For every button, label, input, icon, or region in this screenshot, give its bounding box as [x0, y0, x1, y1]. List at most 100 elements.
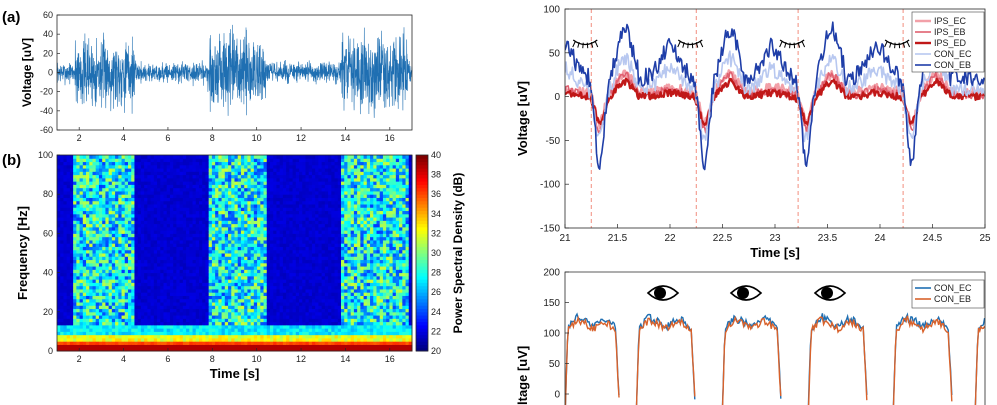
x-tick-label-c: 23 — [769, 233, 781, 244]
series-line-CON_EB — [565, 21, 985, 171]
legend-entry: CON_EC — [934, 283, 972, 293]
y-tick-label-a: 0 — [48, 68, 53, 78]
y-tick-label-a: -20 — [40, 87, 53, 97]
y-tick-label-c: -100 — [540, 180, 560, 191]
colorbar-tick-label: 40 — [431, 150, 441, 160]
x-tick-label-a: 2 — [77, 133, 82, 143]
colorbar-tick-label: 30 — [431, 248, 441, 258]
colorbar-tick-label: 36 — [431, 189, 441, 199]
y-tick-label-d: 50 — [549, 359, 561, 370]
axes-frame-b — [56, 154, 413, 352]
legend-entry: CON_EB — [934, 60, 971, 70]
closed-eye-icon — [884, 39, 911, 49]
panel-label-b: (b) — [2, 152, 21, 169]
x-tick-label-c: 22.5 — [713, 233, 733, 244]
x-tick-label-b: 16 — [385, 354, 395, 364]
y-tick-label-b: 60 — [43, 228, 53, 238]
colorbar-label: Power Spectral Density (dB) — [451, 173, 465, 334]
chart-c: 21 21.5 22 22.5 23 23.5 24 24.5 25 -150 -100 -50 0 50… — [515, 5, 991, 261]
open-eye-icon — [729, 285, 763, 301]
y-tick-label-c: 50 — [549, 48, 561, 59]
legend-entry: IPS_EB — [934, 27, 966, 37]
x-tick-label-a: 14 — [340, 133, 350, 143]
colorbar-tick-label: 28 — [431, 268, 441, 278]
legend-entry: CON_EC — [934, 49, 972, 59]
y-tick-label-a: -60 — [40, 125, 53, 135]
closed-eye-icon — [779, 39, 806, 49]
y-axis-label-d: ltage [uV] — [515, 346, 530, 405]
y-tick-label-b: 20 — [43, 307, 53, 317]
y-tick-label-b: 100 — [38, 150, 53, 160]
y-tick-label-c: 0 — [554, 92, 560, 103]
x-tick-label-c: 25 — [979, 233, 991, 244]
y-tick-label-a: 60 — [43, 10, 53, 20]
colorbar: 20 22 24 26 28 30 32 34 36 38 40 Power Spectral Den… — [415, 150, 465, 356]
x-tick-label-c: 21 — [559, 233, 571, 244]
legend-entry: CON_EB — [934, 294, 971, 304]
x-tick-label-b: 6 — [165, 354, 170, 364]
closed-eye-icon — [572, 39, 599, 49]
y-axis-label-b: Frequency [Hz] — [15, 206, 30, 300]
x-tick-label-b: 8 — [210, 354, 215, 364]
y-tick-label-d: 0 — [554, 390, 560, 401]
x-tick-label-a: 6 — [165, 133, 170, 143]
colorbar-tick-label: 20 — [431, 346, 441, 356]
y-tick-label-c: 100 — [543, 5, 560, 16]
x-tick-label-c: 24.5 — [923, 233, 943, 244]
x-tick-label-a: 8 — [210, 133, 215, 143]
y-tick-label-d: 100 — [543, 329, 560, 340]
x-tick-label-a: 16 — [385, 133, 395, 143]
series-group-c — [565, 21, 985, 171]
colorbar-tick-label: 38 — [431, 170, 441, 180]
x-tick-label-c: 22 — [664, 233, 676, 244]
colorbar-tick-label: 26 — [431, 287, 441, 297]
open-eye-icon — [813, 285, 847, 301]
chart-a: 2 4 6 8 10 12 14 16 -60 -40 -20 0 20 40 60 Voltage [uV] — [20, 10, 413, 143]
x-tick-label-a: 4 — [121, 133, 126, 143]
colorbar-tick-label: 22 — [431, 326, 441, 336]
series-line-CON_EC — [565, 50, 985, 143]
x-tick-label-c: 23.5 — [818, 233, 838, 244]
series-line-IPS_ED — [565, 77, 985, 126]
x-tick-label-b: 12 — [296, 354, 306, 364]
legend-box-d — [911, 279, 985, 309]
y-axis-label-a: Voltage [uV] — [20, 38, 34, 107]
y-tick-label-a: 20 — [43, 48, 53, 58]
x-tick-label-a: 10 — [252, 133, 262, 143]
colorbar-tick-label: 24 — [431, 307, 441, 317]
x-tick-label-b: 10 — [252, 354, 262, 364]
series-group-d — [565, 312, 985, 405]
colorbar-tick-label: 34 — [431, 209, 441, 219]
legend-entry: IPS_ED — [934, 38, 967, 48]
y-tick-label-a: -40 — [40, 106, 53, 116]
y-tick-label-d: 150 — [543, 298, 560, 309]
x-tick-label-b: 2 — [77, 354, 82, 364]
y-tick-label-c: -150 — [540, 224, 560, 235]
heatmap-cells — [57, 155, 413, 352]
colorbar-frame — [415, 154, 429, 352]
y-tick-label-c: -50 — [546, 136, 561, 147]
x-tick-label-b: 4 — [121, 354, 126, 364]
y-tick-label-d: 200 — [543, 268, 560, 279]
axes-frame-d — [564, 271, 986, 405]
x-axis-label-b: Time [s] — [210, 366, 260, 381]
panel-label-a: (a) — [2, 9, 20, 26]
legend-entry: IPS_EC — [934, 16, 967, 26]
y-tick-label-b: 40 — [43, 268, 53, 278]
y-axis-label-c: Voltage [uV] — [515, 81, 530, 156]
closed-eye-icon — [677, 39, 704, 49]
x-tick-label-b: 14 — [340, 354, 350, 364]
x-tick-label-c: 24 — [874, 233, 886, 244]
x-tick-label-c: 21.5 — [608, 233, 628, 244]
x-tick-label-a: 12 — [296, 133, 306, 143]
y-tick-label-b: 80 — [43, 189, 53, 199]
y-tick-label-b: 0 — [48, 346, 53, 356]
y-tick-label-a: 40 — [43, 29, 53, 39]
x-axis-label-c: Time [s] — [750, 245, 800, 260]
open-eye-icon — [646, 285, 680, 301]
